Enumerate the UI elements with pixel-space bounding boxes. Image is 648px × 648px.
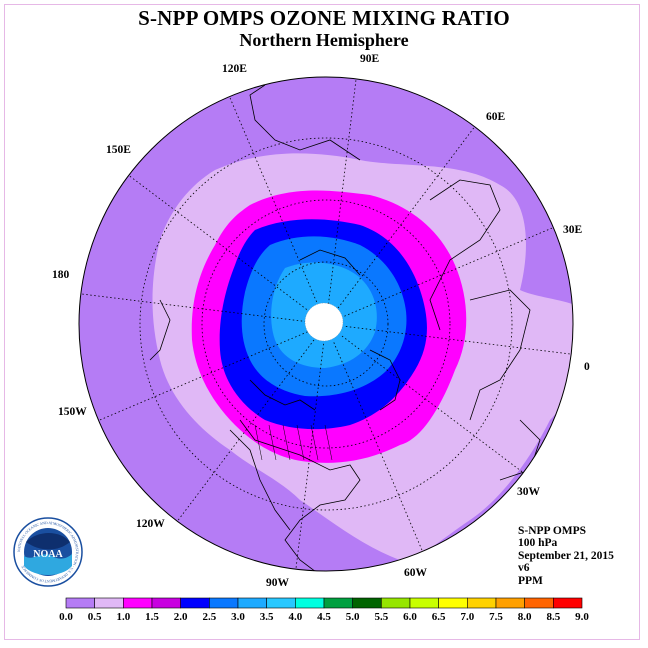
- colorbar-segment: [266, 597, 296, 609]
- colorbar-segment: [65, 597, 95, 609]
- colorbar-segment: [94, 597, 124, 609]
- state-border: [268, 424, 277, 461]
- coastline: [469, 289, 531, 421]
- colorbar-tick-label: 8.0: [518, 611, 532, 623]
- map-border: [78, 76, 574, 572]
- info-units: PPM: [518, 574, 543, 587]
- colorbar-tick-label: 0.5: [88, 611, 102, 623]
- meridian-line: [229, 96, 319, 306]
- meridian-line: [295, 343, 324, 570]
- meridian-line: [177, 339, 315, 522]
- meridian-line: [328, 78, 357, 305]
- lon-label-30w: 30W: [517, 486, 541, 498]
- lon-label-0: 0: [584, 361, 590, 373]
- colorbar-tick-label: 3.5: [260, 611, 274, 623]
- meridian-line: [80, 293, 307, 322]
- colorbar-tick-label: 2.5: [202, 611, 216, 623]
- info-date: September 21, 2015: [518, 549, 614, 562]
- meridian-line: [128, 175, 311, 313]
- figure-frame: [4, 4, 640, 640]
- colorbar-segment: [123, 597, 153, 609]
- coastline: [249, 84, 361, 161]
- lon-label-90e: 90E: [360, 53, 380, 65]
- colorbar-tick-label: 6.0: [403, 611, 417, 623]
- colorbar-segment: [524, 597, 554, 609]
- info-version: v6: [518, 562, 530, 575]
- lon-label-60w: 60W: [404, 567, 428, 579]
- meridian-line: [344, 227, 554, 317]
- latitude-circle: [139, 137, 513, 511]
- colorbar-segment: [495, 597, 525, 609]
- coastline: [239, 419, 361, 571]
- colorbar-tick-label: 7.5: [489, 611, 503, 623]
- meridian-line: [337, 126, 475, 309]
- lon-label-120w: 120W: [136, 518, 165, 530]
- colorbar-segment: [237, 597, 267, 609]
- colorbar-segment: [352, 597, 382, 609]
- lon-label-150w: 150W: [58, 406, 87, 418]
- colorbar-segment: [323, 597, 353, 609]
- coastline: [149, 299, 171, 361]
- colorbar-tick-label: 4.5: [317, 611, 331, 623]
- info-level: 100 hPa: [518, 537, 558, 550]
- colorbar-tick-label: 0.0: [59, 611, 73, 623]
- colorbar-tick-label: 4.0: [288, 611, 302, 623]
- colorbar-segment: [180, 597, 210, 609]
- lon-label-120e: 120E: [222, 63, 247, 75]
- meridian-line: [341, 335, 524, 473]
- info-instrument: S-NPP OMPS: [518, 525, 587, 537]
- state-border: [310, 424, 319, 461]
- colorbar-tick-label: 9.0: [575, 611, 589, 623]
- coastline: [249, 379, 316, 411]
- colorbar-segment: [467, 597, 497, 609]
- colorbar-segment: [438, 597, 468, 609]
- colorbar-tick-label: 7.0: [460, 611, 474, 623]
- lon-label-60e: 60E: [486, 111, 506, 123]
- meridian-line: [345, 326, 572, 355]
- graticule: [80, 78, 572, 570]
- page-subtitle: Northern Hemisphere: [239, 30, 409, 50]
- coastline: [429, 179, 501, 331]
- meridian-line: [333, 342, 423, 552]
- colorbar-tick-label: 1.0: [116, 611, 130, 623]
- noaa-logo: NOAA NATIONAL OCEANIC AND ATMOSPHERIC AD…: [13, 517, 83, 587]
- colorbar-segment: [409, 597, 439, 609]
- colorbar-tick-label: 8.5: [546, 611, 560, 623]
- lon-label-180: 180: [52, 269, 70, 281]
- coastline: [299, 249, 361, 276]
- latitude-circle: [263, 261, 389, 387]
- latitude-circle: [201, 199, 451, 449]
- colorbar-tick-label: 5.5: [374, 611, 388, 623]
- colorbar-tick-label: 2.0: [174, 611, 188, 623]
- lon-label-30e: 30E: [563, 224, 583, 236]
- svg-text:NOAA: NOAA: [33, 549, 63, 560]
- colorbar-segment: [381, 597, 411, 609]
- meridian-line: [98, 331, 308, 421]
- state-border: [324, 424, 333, 461]
- state-border: [282, 424, 291, 461]
- coastlines: [149, 84, 541, 571]
- colorbar-tick-label: 5.0: [346, 611, 360, 623]
- colorbar-segment: [209, 597, 239, 609]
- coastline: [229, 429, 291, 531]
- lon-label-150e: 150E: [106, 144, 131, 156]
- colorbar-segment: [553, 597, 583, 609]
- lon-label-90w: 90W: [266, 577, 290, 589]
- colorbar-tick-label: 1.5: [145, 611, 159, 623]
- colorbar-segment: [151, 597, 181, 609]
- plot-info: S-NPP OMPS 100 hPa September 21, 2015 v6…: [518, 525, 614, 587]
- colorbar-tick-label: 6.5: [432, 611, 446, 623]
- state-border: [296, 424, 305, 461]
- colorbar: 0.0 0.5 1.0 1.5 2.0 2.5 3.0 3.5 4.0 4.5 5.0 5.5 6.0 6…: [59, 597, 589, 623]
- page-title: S-NPP OMPS OZONE MIXING RATIO: [138, 6, 510, 30]
- colorbar-tick-label: 3.0: [231, 611, 245, 623]
- colorbar-segment: [295, 597, 325, 609]
- pole-missing-data: [304, 302, 344, 342]
- state-border: [254, 424, 263, 461]
